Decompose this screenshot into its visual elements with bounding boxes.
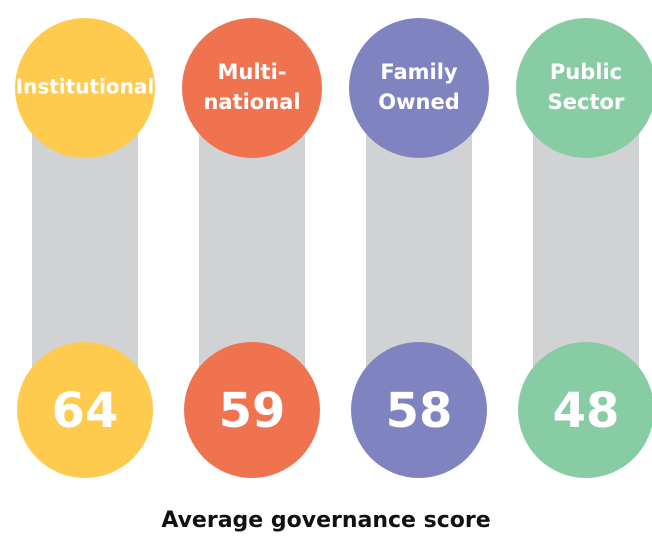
category-label: Family [380,60,458,84]
label-circle [349,18,489,158]
label-circle [182,18,322,158]
label-circle [15,18,155,158]
value-circle [518,342,652,478]
value-circle [351,342,487,478]
score-value: 58 [386,383,453,439]
value-circle [17,342,153,478]
value-circle [184,342,320,478]
score-value: 64 [52,383,119,439]
score-value: 48 [553,383,620,439]
category-label: Owned [378,90,459,114]
connector-bar [32,130,138,370]
category-label: Public [550,60,622,84]
title: Average governance score [161,508,490,533]
category-label: Institutional [16,75,155,99]
score-value: 59 [219,383,286,439]
category-label: Sector [548,90,625,114]
category-label: national [203,90,300,114]
category-label: Multi- [218,60,287,84]
connector-bar [366,130,472,370]
connector-bar [533,130,639,370]
connector-bar [199,130,305,370]
label-circle [516,18,652,158]
